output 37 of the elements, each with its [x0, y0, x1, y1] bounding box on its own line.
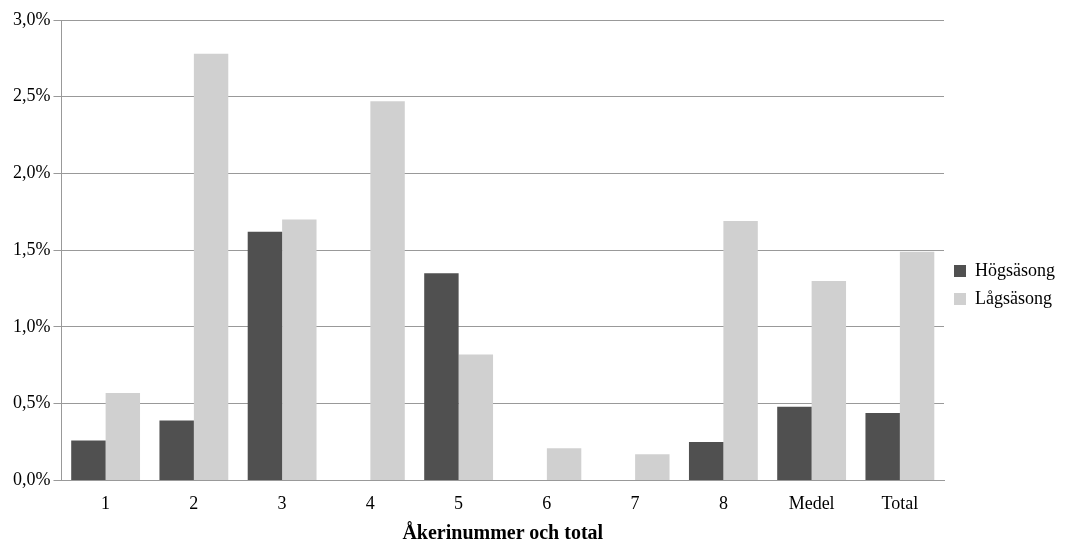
- legend-label: Högsäsong: [975, 259, 1055, 280]
- x-tick-label: 2: [189, 492, 199, 513]
- x-axis-title: Åkerinummer och total: [402, 521, 604, 544]
- bar: [688, 442, 724, 480]
- bar: [546, 448, 582, 480]
- x-tick-label: 5: [454, 492, 464, 513]
- bar: [899, 251, 935, 480]
- y-tick-label: 0,5%: [12, 392, 51, 413]
- bar: [247, 231, 283, 480]
- x-tick-label: 6: [542, 492, 552, 513]
- y-tick-label: 2,5%: [12, 85, 51, 106]
- x-tick-label: 3: [277, 492, 287, 513]
- bar: [71, 440, 106, 480]
- bar: [865, 412, 900, 480]
- x-tick-label: 4: [365, 492, 375, 513]
- bar: [159, 420, 194, 480]
- bar: [458, 354, 494, 480]
- bar: [635, 454, 670, 480]
- bar: [370, 101, 405, 480]
- bar: [424, 273, 459, 480]
- y-tick-label: 1,5%: [12, 238, 51, 259]
- y-tick-label: 0,0%: [12, 469, 51, 490]
- bar: [105, 392, 141, 480]
- y-tick-label: 1,0%: [12, 315, 51, 336]
- y-tick-label: 2,0%: [12, 162, 51, 183]
- bar: [282, 219, 317, 480]
- y-tick-label: 3,0%: [12, 8, 51, 29]
- bar: [193, 53, 229, 480]
- bar: [723, 221, 758, 480]
- x-tick-label: Total: [881, 492, 919, 513]
- legend-label: Lågsäsong: [975, 287, 1052, 308]
- x-tick-label: 7: [630, 492, 640, 513]
- bar: [811, 280, 847, 480]
- bar: [777, 406, 812, 480]
- x-tick-label: 8: [718, 492, 728, 513]
- x-tick-label: Medel: [788, 492, 835, 513]
- x-tick-label: 1: [101, 492, 111, 513]
